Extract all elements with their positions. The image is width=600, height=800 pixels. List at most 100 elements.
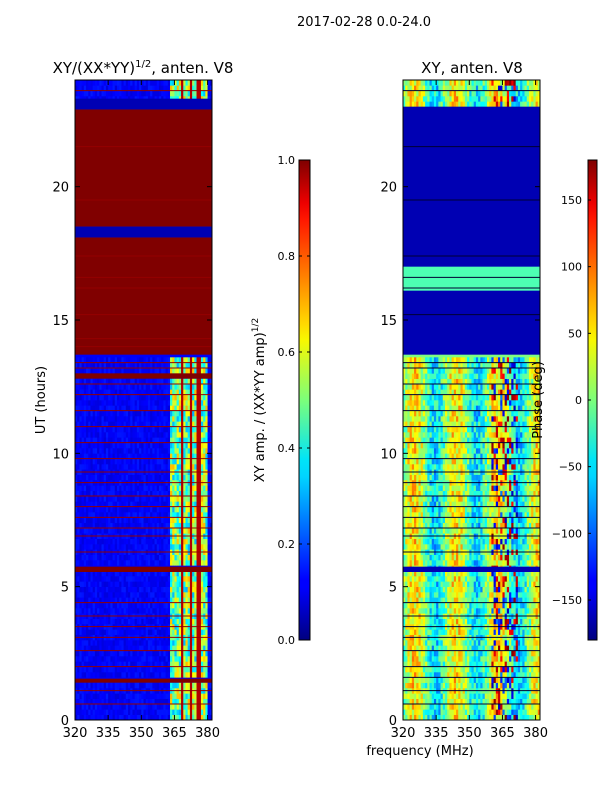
amplitude-cell (94, 485, 98, 491)
amplitude-cell (152, 602, 155, 609)
amplitude-cell (108, 592, 111, 598)
amplitude-cell (119, 592, 122, 598)
amplitude-heatmap[interactable] (75, 80, 212, 720)
amplitude-cell (163, 464, 166, 470)
amplitude-cell (81, 602, 85, 609)
amplitude-cell (136, 682, 140, 689)
amplitude-cell (161, 437, 164, 443)
amplitude-cell (187, 661, 191, 667)
amplitude-cell (205, 640, 208, 646)
amplitude-cell (203, 645, 206, 651)
amplitude-cell (185, 378, 188, 385)
phase-cell (436, 677, 439, 683)
amplitude-cell (114, 506, 118, 513)
amplitude-cell (86, 597, 89, 603)
amplitude-cell (198, 597, 202, 603)
phase-cell (537, 677, 540, 683)
amplitude-cell (198, 394, 202, 401)
amplitude-cell (97, 405, 100, 411)
amplitude-cell (99, 698, 102, 705)
amplitude-cell (187, 682, 191, 689)
amplitude-cell (77, 682, 80, 689)
phase-cell (482, 709, 486, 715)
amplitude-cell (167, 453, 171, 459)
amplitude-cell (99, 378, 102, 385)
amplitude-cell (132, 464, 135, 470)
amplitude-cell (209, 464, 212, 470)
amplitude-cell (145, 650, 149, 657)
amplitude-cell (198, 586, 202, 593)
amplitude-cell (94, 682, 98, 689)
amplitude-cell (116, 602, 120, 609)
amplitude-cell (198, 629, 202, 635)
amplitude-cell (86, 517, 89, 523)
phase-cell (416, 709, 419, 715)
amplitude-cell (198, 560, 202, 566)
amplitude-cell (110, 608, 113, 614)
amplitude-cell (147, 384, 151, 390)
phase-cell (405, 677, 408, 683)
amplitude-cell (86, 522, 89, 529)
amplitude-cell (99, 597, 102, 603)
amplitude-cell (150, 453, 153, 459)
amplitude-cell (143, 362, 147, 369)
amplitude-cell (114, 592, 118, 598)
amplitude-cell (108, 645, 111, 651)
amplitude-cell (112, 490, 116, 497)
amplitude-cell (114, 586, 118, 593)
amplitude-cell (79, 650, 82, 657)
amplitude-cell (108, 90, 111, 97)
amplitude-cell (75, 464, 78, 470)
amplitude-cell (170, 416, 173, 422)
amplitude-cell (130, 645, 133, 651)
amplitude-cell (123, 389, 127, 395)
amplitude-cell (83, 394, 87, 401)
amplitude-cell (187, 581, 191, 587)
phase-cell (407, 704, 410, 710)
amplitude-cell (154, 661, 158, 667)
amplitude-cell (158, 661, 162, 667)
amplitude-cell (147, 389, 151, 395)
amplitude-cell (174, 597, 177, 603)
amplitude-cell (163, 416, 166, 422)
amplitude-cell (77, 704, 80, 710)
phase-heatmap[interactable] (403, 80, 540, 720)
amplitude-cell (185, 693, 188, 699)
amplitude-cell (139, 453, 142, 459)
amplitude-cell (165, 538, 169, 545)
phase-cell (489, 704, 492, 710)
amplitude-cell (79, 608, 82, 614)
amplitude-cell (97, 714, 100, 720)
amplitude-cell (187, 490, 191, 497)
amplitude-cell (209, 645, 212, 651)
amplitude-cell (174, 389, 177, 395)
amplitude-cell (97, 645, 100, 651)
amplitude-cell (119, 405, 122, 411)
amplitude-cell (77, 645, 80, 651)
amplitude-cell (132, 357, 135, 363)
amplitude-cell (176, 378, 180, 385)
amplitude-cell (147, 528, 151, 534)
amplitude-cell (163, 640, 166, 646)
amplitude-cell (88, 602, 91, 609)
amplitude-cell (200, 90, 204, 97)
amplitude-cell (147, 714, 151, 720)
amplitude-cell (163, 517, 166, 523)
amplitude-cell (174, 464, 177, 470)
amplitude-cell (152, 512, 155, 518)
phase-cell (411, 672, 415, 678)
amplitude-cell (194, 389, 197, 395)
amplitude-cell (161, 538, 164, 545)
amplitude-cell (156, 581, 160, 587)
amplitude-cell (205, 709, 208, 715)
amplitude-cell (79, 586, 82, 593)
amplitude-cell (134, 464, 138, 470)
amplitude-cell (97, 661, 100, 667)
amplitude-cell (207, 80, 211, 86)
amplitude-cell (130, 362, 133, 369)
amplitude-cell (108, 554, 111, 561)
amplitude-cell (161, 485, 164, 491)
amplitude-cell (86, 656, 89, 662)
phase-cell (467, 677, 470, 683)
amplitude-cell (170, 656, 173, 662)
